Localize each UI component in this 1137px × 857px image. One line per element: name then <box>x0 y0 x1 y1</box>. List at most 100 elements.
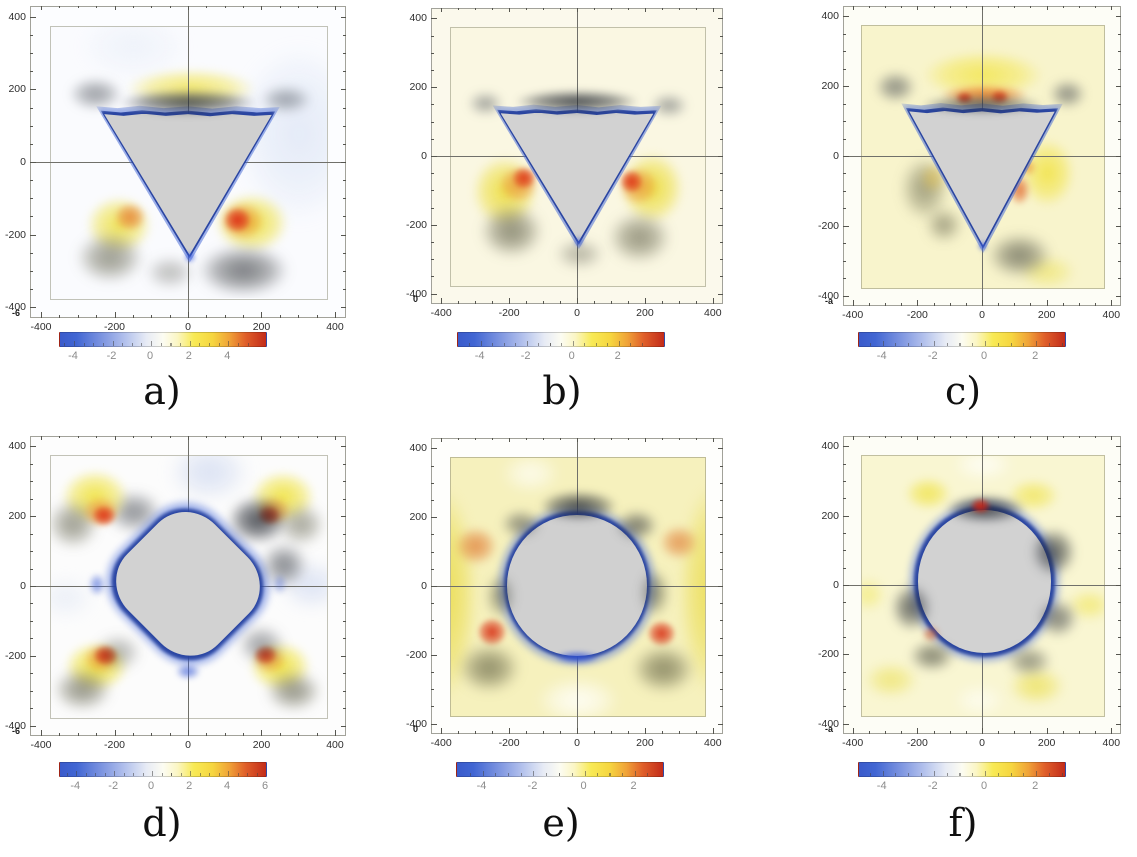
colorbar-tick <box>921 343 922 346</box>
y-axis-tick-right <box>343 463 346 465</box>
y-axis-tick-right <box>343 125 346 127</box>
y-axis-tick <box>30 551 33 553</box>
colorbar-tick <box>189 341 191 346</box>
x-axis-tick <box>965 731 967 734</box>
x-tick-label: 200 <box>1037 309 1056 321</box>
x-axis-tick-top <box>998 436 1000 438</box>
y-axis-tick <box>30 143 33 145</box>
y-axis-tick <box>30 125 33 127</box>
y-axis-tick-right <box>720 637 723 639</box>
y-axis-tick <box>431 534 434 536</box>
x-axis-tick-top <box>1062 436 1064 438</box>
y-tick-label: -200 <box>405 218 427 231</box>
y-axis-tick <box>431 654 437 656</box>
colorbar-tick-label: 2 <box>186 780 193 792</box>
colorbar-tick <box>869 343 871 346</box>
x-axis-tick-top <box>526 438 528 440</box>
y-axis-tick <box>843 156 849 157</box>
x-axis-tick <box>627 301 629 304</box>
x-axis-tick <box>982 728 983 734</box>
colorbar-tick <box>114 771 116 776</box>
y-axis-tick-right <box>343 107 346 109</box>
colorbar-tick-label: -2 <box>927 350 938 362</box>
colorbar-tick-label: -4 <box>876 350 887 362</box>
y-axis-tick <box>843 619 846 621</box>
y-axis-tick <box>431 672 434 674</box>
colorbar-tick <box>549 343 551 346</box>
x-axis-line <box>843 156 1121 157</box>
y-axis-tick-right <box>343 252 346 254</box>
x-tick-label: 200 <box>636 737 654 749</box>
x-axis-tick <box>441 728 443 734</box>
y-axis-tick-right <box>1118 481 1121 483</box>
y-axis-tick <box>431 121 434 123</box>
x-axis-tick <box>224 315 226 318</box>
x-axis-tick <box>917 728 919 734</box>
colorbar-tick-label: -2 <box>520 350 531 362</box>
y-tick-label: 200 <box>409 81 427 94</box>
y-axis-tick-right <box>341 586 346 587</box>
x-axis-tick <box>243 733 245 736</box>
y-axis-tick-right <box>1118 706 1121 708</box>
y-axis-tick-right <box>1118 602 1121 604</box>
y-axis-tick-right <box>720 173 723 175</box>
y-tick-label: 400 <box>821 440 839 453</box>
y-axis-tick <box>431 637 434 639</box>
x-axis-tick <box>151 733 153 736</box>
y-tick-label: -200 <box>4 649 26 662</box>
x-axis-tick <box>933 731 935 734</box>
colorbar-tick <box>171 773 173 776</box>
y-tick-label: 200 <box>8 83 26 96</box>
x-axis-tick <box>169 733 171 736</box>
density-blob <box>1058 584 1105 626</box>
y-axis-tick-right <box>1116 723 1121 725</box>
y-tick-label: -400 <box>817 289 839 302</box>
y-axis-tick-right <box>343 620 346 622</box>
colorbar-tick <box>985 771 987 776</box>
x-axis-line <box>843 585 1121 586</box>
colorbar-tick-label: -2 <box>108 780 119 792</box>
y-axis-tick <box>431 603 434 605</box>
y-axis-tick <box>30 234 36 236</box>
colorbar-tick <box>228 341 230 346</box>
colorbar-tick <box>133 773 135 776</box>
x-axis-tick-top <box>509 438 511 442</box>
y-axis-tick-right <box>341 234 346 236</box>
y-axis-tick <box>431 259 434 261</box>
y-axis-tick-right <box>720 551 723 553</box>
y-axis-tick-right <box>720 276 723 278</box>
colorbar-tick <box>515 343 517 346</box>
y-tick-label: -200 <box>817 648 839 661</box>
x-axis-tick <box>458 301 460 304</box>
colorbar-tick-label: 0 <box>148 780 155 792</box>
y-axis-tick <box>30 252 33 254</box>
density-blob <box>87 640 123 670</box>
y-axis-tick <box>431 138 434 140</box>
density-blob <box>450 519 505 572</box>
x-tick-label: 0 <box>185 739 191 751</box>
colorbar-tick <box>584 771 586 776</box>
x-axis-tick-top <box>678 438 680 440</box>
colorbar-tick-label: 2 <box>1032 350 1039 362</box>
colorbar-tick <box>561 343 563 346</box>
y-axis-tick <box>30 288 33 290</box>
x-axis-tick-top <box>982 6 983 10</box>
y-axis-tick-right <box>343 143 346 145</box>
y-axis-tick-right <box>343 673 346 675</box>
colorbar-tick <box>921 773 922 776</box>
y-axis-tick <box>30 655 36 657</box>
colorbar-tick <box>85 773 87 776</box>
x-axis-tick <box>59 315 61 318</box>
panel-a: 400 200 0 -200 -400 -400 -200 0 200 400 -6 -4 -2 0 2 4 a… <box>0 0 379 429</box>
y-tick-label: 0 <box>833 150 839 162</box>
x-axis-tick <box>1111 728 1113 734</box>
colorbar-tick-label: 2 <box>630 780 637 792</box>
panel-f: 400 200 0 -200 -400 -400 -200 0 200 400 -a -4 -2 0 2 f) <box>758 428 1137 857</box>
colorbar-tick <box>170 343 172 346</box>
x-axis-tick <box>644 298 646 304</box>
colorbar-tick <box>1036 771 1038 776</box>
x-tick-label: 0 <box>574 307 580 319</box>
y-axis-tick-right <box>343 568 346 570</box>
colorbar-tick <box>1048 773 1050 776</box>
